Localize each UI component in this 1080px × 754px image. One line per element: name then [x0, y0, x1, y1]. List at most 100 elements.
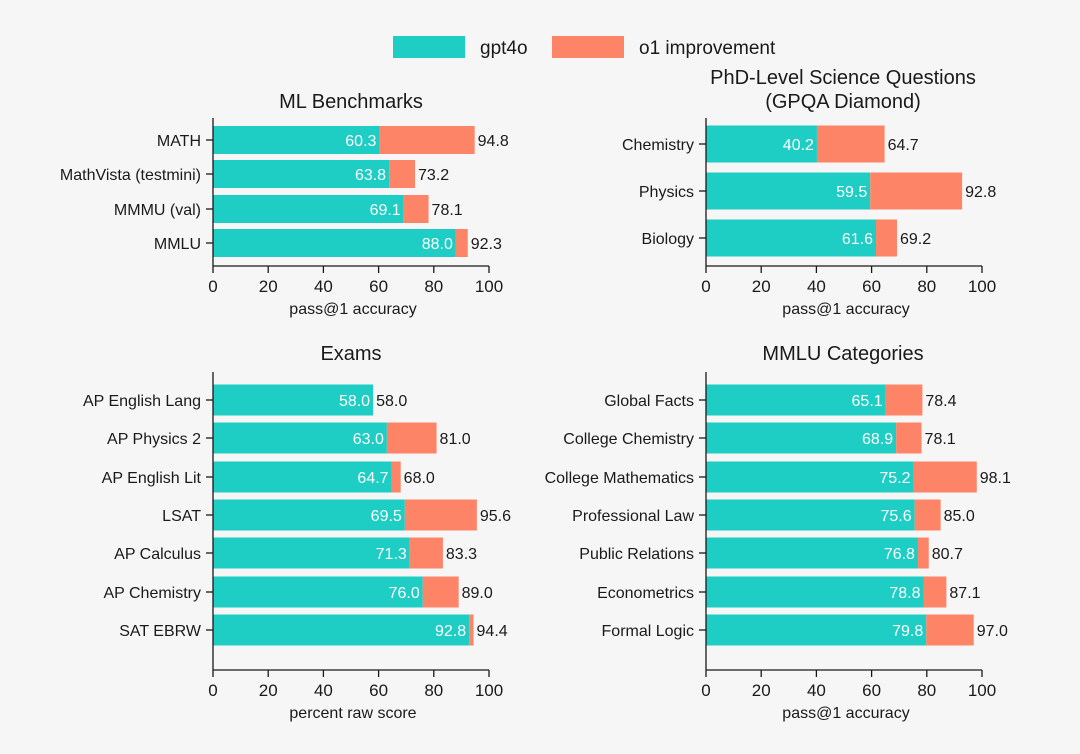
data-label-gpt4o-physics: 59.5: [836, 184, 867, 201]
bar-gpt4o-math: [213, 126, 380, 154]
bar-o1-improvement-ap-calculus: [409, 537, 443, 569]
bar-gpt4o-ap-chemistry: [213, 576, 423, 608]
bar-gpt4o-chemistry: [706, 125, 817, 163]
x-axis-label: pass@1 accuracy: [782, 705, 909, 722]
category-label-public-relations: Public Relations: [579, 546, 694, 563]
x-tick-label: 80: [917, 277, 936, 296]
chart-title: ML Benchmarks: [279, 91, 423, 113]
data-label-o1-college-chemistry: 78.1: [925, 431, 956, 448]
bar-gpt4o-public-relations: [706, 537, 918, 569]
chart-subtitle: (GPQA Diamond): [765, 91, 921, 113]
x-tick-label: 100: [968, 681, 996, 700]
category-label-econometrics: Econometrics: [597, 585, 694, 602]
bar-o1-improvement-chemistry: [816, 125, 885, 163]
category-label-lsat: LSAT: [162, 508, 201, 525]
bar-o1-improvement-biology: [876, 219, 897, 257]
x-tick-label: 60: [369, 681, 388, 700]
data-label-gpt4o-professional-law: 75.6: [881, 508, 912, 525]
chart-title: PhD-Level Science Questions: [710, 67, 976, 89]
data-label-o1-mmlu: 92.3: [471, 236, 502, 253]
bar-gpt4o-ap-english-lit: [213, 461, 392, 493]
data-label-o1-college-mathematics: 98.1: [980, 470, 1011, 487]
bar-o1-improvement-professional-law: [914, 499, 941, 531]
category-label-biology: Biology: [642, 231, 694, 248]
category-label-ap-physics-2: AP Physics 2: [107, 431, 201, 448]
bar-o1-improvement-math: [379, 126, 475, 154]
category-label-physics: Physics: [639, 184, 694, 201]
bar-gpt4o-mathvista-testmini: [213, 160, 390, 188]
x-axis-label: percent raw score: [289, 705, 416, 722]
category-label-college-chemistry: College Chemistry: [563, 431, 694, 448]
x-tick-label: 0: [208, 277, 217, 296]
x-tick-label: 60: [862, 681, 881, 700]
x-tick-label: 80: [917, 681, 936, 700]
data-label-gpt4o-global-facts: 65.1: [852, 393, 883, 410]
chart-exams: Exams 58.0 58.0 AP English Lang 63.0 81.0 AP P…: [83, 343, 511, 722]
data-label-gpt4o-mmlu: 88.0: [422, 236, 453, 253]
category-label-mmlu: MMLU: [154, 236, 201, 253]
bar-o1-improvement-lsat: [404, 499, 477, 531]
category-label-chemistry: Chemistry: [622, 137, 694, 154]
bar-gpt4o-mmlu: [213, 229, 456, 257]
bar-gpt4o-ap-calculus: [213, 537, 410, 569]
data-label-gpt4o-mmmu-val: 69.1: [370, 202, 401, 219]
data-label-o1-ap-calculus: 83.3: [446, 546, 477, 563]
bar-gpt4o-mmmu-val: [213, 195, 404, 223]
data-label-gpt4o-college-mathematics: 75.2: [879, 470, 910, 487]
x-axis-label: pass@1 accuracy: [289, 301, 416, 318]
bar-gpt4o-biology: [706, 219, 877, 257]
bar-o1-improvement-college-chemistry: [896, 422, 922, 454]
bar-gpt4o-ap-english-lang: [213, 384, 374, 416]
chart-mmlu: MMLU Categories 65.1 78.4 Global Facts 68.9 7…: [545, 343, 1011, 722]
chart-title: Exams: [320, 343, 381, 365]
data-label-gpt4o-math: 60.3: [345, 133, 376, 150]
bar-gpt4o-ap-physics-2: [213, 422, 387, 454]
legend-label-o1-improvement: o1 improvement: [639, 38, 776, 59]
category-label-ap-english-lit: AP English Lit: [102, 470, 202, 487]
data-label-o1-chemistry: 64.7: [888, 137, 919, 154]
data-label-gpt4o-ap-physics-2: 63.0: [353, 431, 384, 448]
x-tick-label: 40: [807, 681, 826, 700]
data-label-gpt4o-mathvista-testmini: 63.8: [355, 167, 386, 184]
category-label-ap-chemistry: AP Chemistry: [103, 585, 201, 602]
bar-gpt4o-formal-logic: [706, 614, 927, 646]
data-label-gpt4o-public-relations: 76.8: [884, 546, 915, 563]
category-label-ap-english-lang: AP English Lang: [83, 393, 201, 410]
data-label-o1-biology: 69.2: [900, 231, 931, 248]
bar-o1-improvement-ap-english-lit: [391, 461, 401, 493]
bar-gpt4o-lsat: [213, 499, 405, 531]
category-label-professional-law: Professional Law: [572, 508, 694, 525]
x-tick-label: 60: [862, 277, 881, 296]
bar-gpt4o-physics: [706, 172, 871, 210]
category-label-formal-logic: Formal Logic: [602, 623, 694, 640]
x-tick-label: 80: [424, 277, 443, 296]
category-label-math: MATH: [157, 133, 201, 150]
legend-swatch-o1-improvement: [552, 36, 624, 58]
bar-o1-improvement-formal-logic: [926, 614, 974, 646]
data-label-o1-sat-ebrw: 94.4: [477, 623, 508, 640]
x-tick-label: 0: [701, 277, 710, 296]
x-axis-label: pass@1 accuracy: [782, 301, 909, 318]
bar-gpt4o-sat-ebrw: [213, 614, 470, 646]
legend: gpt4o o1 improvement: [393, 36, 776, 59]
x-tick-label: 20: [259, 277, 278, 296]
bar-o1-improvement-college-mathematics: [913, 461, 977, 493]
chart-ml: ML Benchmarks 60.3 94.8 MATH 63.8 73.2 MathVis…: [60, 91, 509, 318]
chart-title: MMLU Categories: [762, 343, 923, 365]
x-tick-label: 40: [314, 277, 333, 296]
x-tick-label: 0: [208, 681, 217, 700]
data-label-gpt4o-biology: 61.6: [842, 231, 873, 248]
x-tick-label: 20: [752, 277, 771, 296]
bar-o1-improvement-ap-chemistry: [422, 576, 459, 608]
data-label-o1-ap-english-lit: 68.0: [404, 470, 435, 487]
x-tick-label: 100: [475, 277, 503, 296]
category-label-ap-calculus: AP Calculus: [114, 546, 201, 563]
data-label-gpt4o-ap-english-lang: 58.0: [339, 393, 370, 410]
data-label-gpt4o-ap-english-lit: 64.7: [357, 470, 388, 487]
data-label-o1-global-facts: 78.4: [925, 393, 956, 410]
x-tick-label: 100: [475, 681, 503, 700]
bar-o1-improvement-global-facts: [885, 384, 923, 416]
data-label-o1-econometrics: 87.1: [949, 585, 980, 602]
